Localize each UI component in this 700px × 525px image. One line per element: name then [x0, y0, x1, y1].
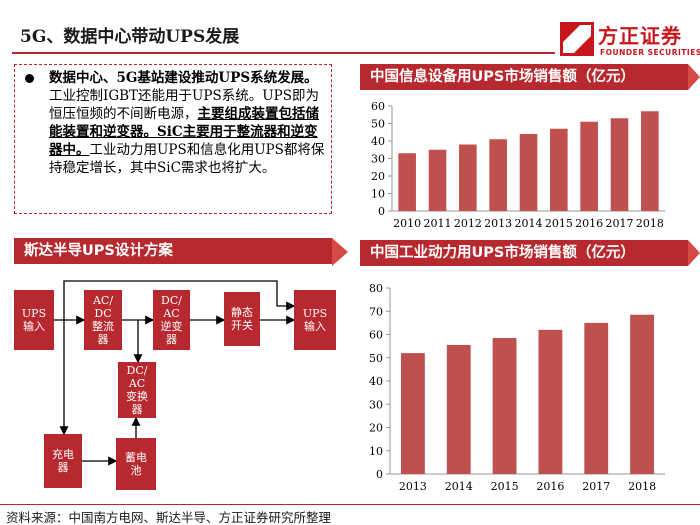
- tab-arrow-r2: [688, 240, 700, 266]
- key-point-body-1: 工业控制IGBT还能用于UPS系统。UPS即为恒压恒频的不间断电源，: [49, 88, 319, 122]
- ups-input-right-node: UPS 输入: [294, 290, 336, 350]
- chart2-x-tick-label: 2014: [445, 480, 473, 493]
- chart2-y-tick-label: 30: [369, 398, 383, 411]
- chart1-x-tick-label: 2016: [575, 217, 603, 230]
- key-point-highlight-2: SiC主要用于整流器和逆变器中。: [49, 124, 318, 158]
- chart1-x-tick-label: 2011: [424, 217, 452, 230]
- page-title: 5G、数据中心带动UPS发展: [20, 27, 240, 47]
- chart1-bar-2010: [398, 153, 416, 211]
- battery-label: 蓄电 池: [125, 451, 147, 477]
- battery-node: 蓄电 池: [116, 438, 156, 490]
- static-switch-label: 静态 开关: [231, 306, 253, 332]
- bullet-dot: [25, 74, 34, 83]
- chart2-bar-2015: [492, 337, 517, 474]
- key-point-box: 数据中心、5G基站建设推动UPS系统发展。工业控制IGBT还能用于UPS系统。U…: [14, 64, 332, 214]
- ups-input-left-node: UPS 输入: [14, 290, 54, 350]
- chart2-y-tick-label: 60: [369, 329, 383, 342]
- chart1-y-tick-label: 60: [371, 100, 385, 113]
- chart1-bar-2014: [519, 134, 538, 211]
- chart1-y-tick-label: 10: [371, 188, 385, 201]
- diagram-connectors: [54, 280, 296, 466]
- chart1-y-tick-label: 40: [371, 135, 385, 148]
- chart2-title: 中国工业动力用UPS市场销售额（亿元）: [370, 245, 635, 261]
- chart2-bar-2014: [446, 344, 471, 474]
- chart2-y-tick-label: 70: [369, 305, 383, 318]
- acdc-rectifier-node: AC/ DC 整流 器: [84, 290, 122, 350]
- dcac-inverter-label: DC/ AC 逆变 器: [160, 294, 183, 346]
- chart1-x-tick-label: 2010: [393, 217, 421, 230]
- charger-label: 充电 器: [52, 448, 74, 474]
- key-point-highlight-1: 主要组成装置包括储能装置和逆变器。: [49, 106, 319, 140]
- chart2-bar-2017: [584, 322, 609, 474]
- chart1-x-tick-label: 2013: [484, 217, 512, 230]
- chart2-section-tab: 中国工业动力用UPS市场销售额（亿元）: [360, 240, 688, 266]
- chart2-y-tick-label: 50: [369, 352, 383, 365]
- chart1-title: 中国信息设备用UPS市场销售额（亿元）: [370, 69, 635, 85]
- chart1-y-tick-label: 0: [378, 205, 385, 218]
- chart2-y-tick-label: 0: [376, 468, 383, 481]
- company-logo: 方正证券 FOUNDER SECURITIES: [560, 20, 700, 64]
- chart2-y-tick-label: 20: [369, 422, 383, 435]
- chart1-x-tick-label: 2018: [636, 217, 664, 230]
- chart2-x-tick-label: 2016: [536, 480, 564, 493]
- chart1-bar-2017: [610, 118, 629, 211]
- chart1-bar-2018: [641, 111, 659, 211]
- dcac-inverter-node: DC/ AC 逆变 器: [153, 290, 190, 350]
- chart1-bar-2012: [459, 144, 477, 211]
- charger-node: 充电 器: [44, 434, 82, 488]
- chart2-y-tick-label: 40: [369, 375, 383, 388]
- chart2-bar-2016: [538, 329, 563, 474]
- header-divider: [12, 52, 555, 54]
- ups-input-right-label: UPS 输入: [302, 307, 328, 333]
- logo-text-cn: 方正证券: [598, 24, 682, 48]
- logo-text-en: FOUNDER SECURITIES: [600, 48, 700, 57]
- chart1-bar-2016: [580, 121, 598, 211]
- chart1-x-tick-label: 2015: [545, 217, 573, 230]
- acdc-rectifier-label: AC/ DC 整流 器: [92, 294, 114, 346]
- chart2-x-tick-label: 2015: [491, 480, 519, 493]
- chart-industrial-ups-sales: 0 10 20 30 40 50 60 70 80 2013 2014 2015 2016 2017 201…: [369, 282, 665, 493]
- chart1-y-tick-label: 20: [371, 170, 385, 183]
- key-point-body-2: 工业动力用UPS和信息化用UPS都将保持稳定增长，其中SiC需求也将扩大。: [49, 142, 325, 176]
- chart1-x-tick-label: 2014: [515, 217, 543, 230]
- key-point-text: 数据中心、5G基站建设推动UPS系统发展。工业控制IGBT还能用于UPS系统。U…: [49, 69, 325, 177]
- chart2-bar-2013: [401, 353, 425, 474]
- chart2-x-tick-label: 2017: [582, 480, 610, 493]
- chart1-bar-2013: [489, 139, 507, 211]
- footer-divider: [0, 504, 700, 505]
- tab-arrow-left: [332, 238, 348, 266]
- chart2-y-tick-label: 80: [369, 282, 383, 295]
- chart1-bar-2011: [428, 149, 447, 211]
- chart2-y-tick-label: 10: [369, 445, 383, 458]
- chart1-bar-2015: [550, 128, 568, 211]
- founder-logo-icon: [560, 22, 594, 56]
- chart1-section-tab: 中国信息设备用UPS市场销售额（亿元）: [360, 64, 688, 90]
- chart2-x-tick-label: 2013: [399, 480, 427, 493]
- source-note: 资料来源：中国南方电网、斯达半导、方正证券研究所整理: [6, 510, 332, 525]
- dcac-converter-node: DC/ AC 变换 器: [118, 362, 156, 418]
- diagram-section-tab: 斯达半导UPS设计方案: [14, 238, 332, 264]
- chart2-bar-2018: [630, 314, 654, 474]
- chart2-x-tick-label: 2018: [628, 480, 656, 493]
- static-switch-node: 静态 开关: [224, 292, 260, 346]
- ups-design-diagram: UPS 输入 AC/ DC 整流 器 DC/ AC 逆变 器 静态 开关 UPS…: [12, 276, 348, 498]
- chart1-y-tick-label: 50: [371, 118, 385, 131]
- chart1-y-tick-label: 30: [371, 153, 385, 166]
- chart1-x-tick-label: 2017: [606, 217, 634, 230]
- tab-arrow-r1: [688, 64, 700, 90]
- dcac-converter-label: DC/ AC 变换 器: [126, 364, 148, 416]
- ups-input-left-label: UPS 输入: [21, 307, 47, 333]
- chart1-x-tick-label: 2012: [454, 217, 482, 230]
- key-point-lead: 数据中心、5G基站建设推动UPS系统发展。: [49, 70, 318, 86]
- diagram-title: 斯达半导UPS设计方案: [24, 243, 173, 259]
